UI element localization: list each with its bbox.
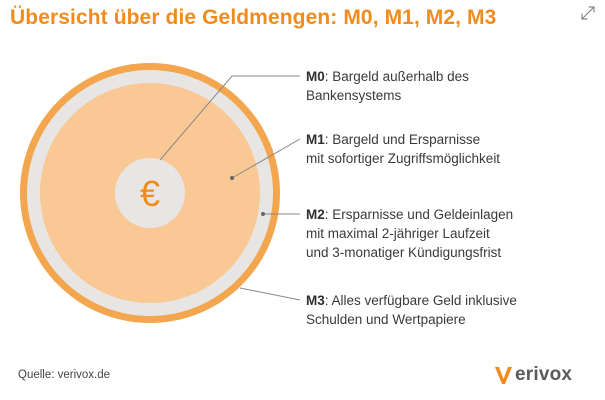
- label-m2-line-1: Ersparnisse und Geldeinlagen: [332, 207, 514, 222]
- leader-dot-m2: [261, 212, 265, 216]
- label-m1-line-1: Bargeld und Ersparnisse: [332, 132, 481, 147]
- m0-core: [115, 158, 185, 228]
- label-m1-line-2: mit sofortiger Zugriffsmöglichkeit: [306, 151, 501, 166]
- label-m1: M1: Bargeld und Ersparnisse mit sofortig…: [306, 132, 501, 166]
- expand-arrows-icon[interactable]: [577, 2, 599, 24]
- label-m3-line-2: Schulden und Wertpapiere: [306, 312, 466, 327]
- label-m0-line-2: Bankensystems: [306, 88, 402, 103]
- leader-line-m0: [159, 75, 300, 161]
- leader-line-m3: [239, 287, 301, 301]
- source-note: Quelle: verivox.de: [18, 369, 111, 381]
- label-m3-key: M3: [306, 293, 325, 308]
- euro-symbol: €: [140, 173, 160, 214]
- label-m2-line-3: und 3-monatiger Kündigungsfrist: [306, 245, 502, 260]
- label-m1-key: M1: [306, 132, 325, 147]
- label-m3-line-1: Alles verfügbare Geld inklusive: [331, 293, 517, 308]
- page-title: Übersicht über die Geldmengen: M0, M1, M…: [10, 6, 497, 29]
- leader-line-m1: [231, 138, 301, 179]
- label-m2: M2: Ersparnisse und Geldeinlagen mit max…: [306, 207, 514, 260]
- label-m0-key: M0: [306, 69, 325, 84]
- verivox-logo[interactable]: erivox: [494, 362, 572, 388]
- label-m3: M3: Alles verfügbare Geld inklusive Schu…: [306, 293, 517, 327]
- label-m2-key: M2: [306, 207, 325, 222]
- verivox-logo-text: erivox: [515, 364, 573, 385]
- label-m2-line-2: mit maximal 2-jähriger Laufzeit: [306, 226, 490, 241]
- label-m0: M0: Bargeld außerhalb des Bankensystems: [306, 69, 469, 103]
- label-m0-line-1: Bargeld außerhalb des: [332, 69, 469, 84]
- leader-dot-m1: [230, 176, 234, 180]
- verivox-v-mark-icon: [495, 367, 512, 384]
